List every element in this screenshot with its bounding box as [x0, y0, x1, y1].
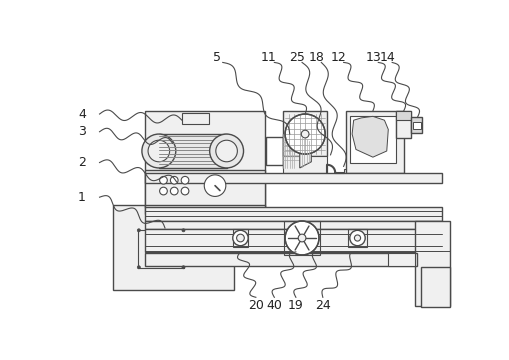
Bar	[145, 170, 265, 207]
Bar	[266, 137, 283, 165]
Bar	[396, 111, 411, 138]
Bar	[348, 229, 367, 247]
Text: 19: 19	[288, 299, 304, 312]
Text: 2: 2	[78, 156, 86, 169]
Bar	[145, 229, 442, 252]
Bar	[396, 111, 411, 120]
Bar	[145, 207, 442, 221]
Bar	[283, 111, 327, 156]
Circle shape	[285, 114, 325, 154]
Bar	[145, 111, 265, 207]
Text: 1: 1	[78, 191, 86, 204]
Circle shape	[137, 266, 140, 269]
Bar	[285, 221, 320, 255]
Bar	[411, 117, 422, 132]
Bar	[283, 134, 300, 168]
Text: 13: 13	[366, 50, 382, 64]
Bar	[138, 230, 184, 268]
Bar	[283, 156, 327, 172]
Circle shape	[350, 230, 365, 246]
Text: 12: 12	[331, 50, 347, 64]
Text: 18: 18	[309, 50, 325, 64]
Bar	[344, 169, 357, 176]
Circle shape	[182, 266, 185, 269]
Circle shape	[233, 230, 248, 246]
Text: 40: 40	[266, 299, 282, 312]
Circle shape	[237, 234, 244, 242]
Text: 20: 20	[248, 299, 264, 312]
Text: 25: 25	[290, 50, 305, 64]
Circle shape	[298, 234, 306, 242]
Circle shape	[301, 130, 309, 138]
Circle shape	[181, 176, 189, 184]
Circle shape	[148, 140, 169, 162]
Circle shape	[171, 176, 178, 184]
Polygon shape	[352, 116, 388, 157]
Bar	[346, 111, 404, 172]
Bar	[413, 122, 420, 130]
Bar	[182, 113, 209, 124]
Bar	[145, 221, 442, 229]
Circle shape	[160, 187, 167, 195]
Circle shape	[137, 229, 140, 232]
Bar	[350, 116, 396, 163]
Circle shape	[354, 235, 360, 241]
Circle shape	[171, 187, 178, 195]
Bar	[388, 253, 415, 266]
Circle shape	[216, 140, 237, 162]
Bar	[112, 205, 234, 289]
Bar	[159, 134, 227, 168]
Text: 3: 3	[78, 125, 86, 138]
Bar	[420, 266, 450, 306]
Text: 4: 4	[78, 108, 86, 121]
Text: 5: 5	[213, 50, 221, 64]
Bar	[145, 253, 417, 266]
Text: 11: 11	[261, 50, 277, 64]
Circle shape	[182, 229, 185, 232]
Bar	[145, 205, 265, 214]
Bar	[415, 221, 450, 306]
Circle shape	[142, 134, 176, 168]
Bar	[145, 172, 442, 183]
Polygon shape	[300, 136, 312, 168]
Circle shape	[210, 134, 243, 168]
Text: 14: 14	[380, 50, 395, 64]
Text: 24: 24	[315, 299, 331, 312]
Circle shape	[285, 221, 319, 255]
Circle shape	[181, 187, 189, 195]
Circle shape	[204, 175, 226, 197]
Circle shape	[160, 176, 167, 184]
Bar	[233, 229, 248, 247]
